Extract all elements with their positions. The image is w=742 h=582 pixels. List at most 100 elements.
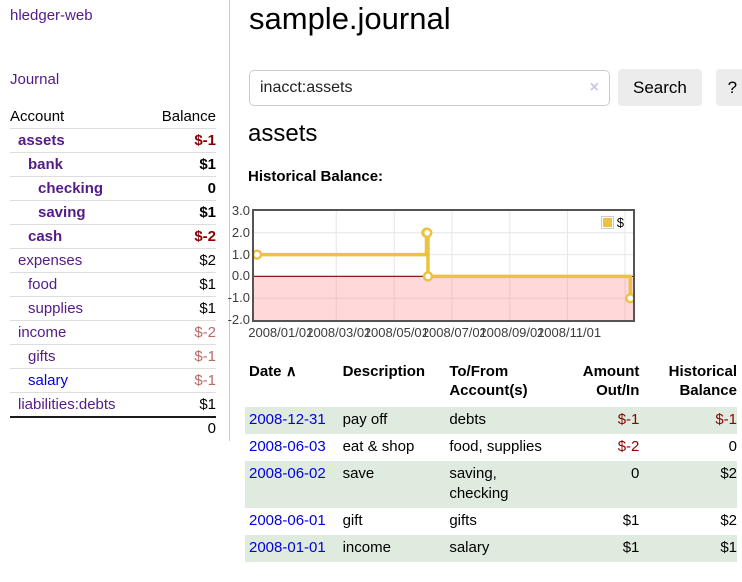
transaction-date-link[interactable]: 2008-01-01 bbox=[249, 539, 326, 556]
transaction-balance: $-1 bbox=[715, 411, 737, 428]
account-balance: $-1 bbox=[194, 132, 216, 149]
account-balance: $2 bbox=[199, 252, 216, 269]
register-table: Date ∧ Description To/From Account(s) Am… bbox=[245, 362, 737, 562]
transaction-date-link[interactable]: 2008-12-31 bbox=[249, 411, 326, 428]
sort-ascending-icon: ∧ bbox=[285, 363, 297, 380]
app-brand-link[interactable]: hledger-web bbox=[10, 7, 93, 24]
transaction-accounts: saving, checking bbox=[449, 465, 509, 502]
account-row: checking 0 bbox=[10, 176, 216, 200]
account-balance: 0 bbox=[207, 180, 216, 197]
account-link[interactable]: assets bbox=[18, 132, 65, 149]
account-row: income $-2 bbox=[10, 320, 216, 344]
account-link[interactable]: food bbox=[28, 276, 58, 293]
account-balance: $1 bbox=[199, 396, 216, 413]
y-tick-label: 0.0 bbox=[231, 268, 250, 284]
transaction-description: eat & shop bbox=[342, 438, 415, 455]
transaction-description: pay off bbox=[342, 411, 388, 428]
account-balance: $1 bbox=[199, 276, 216, 293]
transaction-row: 2008-12-31 pay off debts $-1 $-1 bbox=[245, 407, 737, 434]
x-tick-label: 2008/03/01 bbox=[306, 325, 372, 340]
legend-label: $ bbox=[616, 215, 624, 230]
data-point bbox=[625, 292, 633, 304]
account-balance: $1 bbox=[199, 156, 216, 173]
account-row: liabilities:debts $1 bbox=[10, 392, 216, 416]
account-link[interactable]: cash bbox=[28, 228, 63, 245]
account-row: supplies $1 bbox=[10, 296, 216, 320]
transaction-accounts: salary bbox=[449, 539, 490, 556]
account-balance: $1 bbox=[199, 300, 216, 317]
main-content: sample.journal × Search ? assets Histori… bbox=[228, 0, 742, 582]
account-heading: assets bbox=[248, 120, 318, 147]
transaction-balance: $2 bbox=[720, 512, 737, 529]
historical-balance-chart: $ 3.0 2.0 1.0 0.0 -1.0 -2.0 2008/01/01 2008/03/… bbox=[228, 202, 742, 354]
help-button[interactable]: ? bbox=[715, 69, 742, 106]
account-row: cash $-2 bbox=[10, 224, 216, 248]
account-balance: $-2 bbox=[194, 228, 216, 245]
transaction-amount: $1 bbox=[622, 539, 640, 556]
account-link[interactable]: supplies bbox=[28, 300, 84, 317]
transaction-date-link[interactable]: 2008-06-01 bbox=[249, 512, 326, 529]
transaction-accounts: gifts bbox=[449, 512, 477, 529]
account-row: assets $-1 bbox=[10, 128, 216, 152]
transaction-balance: 0 bbox=[728, 438, 737, 455]
account-row: gifts $-1 bbox=[10, 344, 216, 368]
account-balance: $-2 bbox=[194, 324, 216, 341]
transaction-description: income bbox=[342, 539, 391, 556]
transaction-balance: $1 bbox=[720, 539, 737, 556]
search-input[interactable] bbox=[249, 69, 610, 106]
total-row: 0 bbox=[10, 416, 216, 439]
transaction-accounts: food, supplies bbox=[449, 438, 542, 455]
account-column-header: Account bbox=[10, 107, 65, 125]
account-link[interactable]: expenses bbox=[18, 252, 83, 269]
transaction-description: save bbox=[342, 465, 375, 482]
search-bar: × Search ? bbox=[249, 69, 742, 106]
account-balance: $-1 bbox=[194, 348, 216, 365]
account-link[interactable]: checking bbox=[38, 180, 104, 197]
chart-plot-area: $ bbox=[252, 209, 635, 322]
account-balance: $-1 bbox=[194, 372, 216, 389]
transaction-date-link[interactable]: 2008-06-03 bbox=[249, 438, 326, 455]
search-button[interactable]: Search bbox=[618, 69, 702, 106]
transaction-row: 2008-06-01 gift gifts $1 $2 bbox=[245, 508, 737, 535]
clear-search-icon[interactable]: × bbox=[589, 78, 599, 96]
data-point bbox=[254, 249, 263, 260]
transaction-amount: $1 bbox=[622, 512, 640, 529]
account-link[interactable]: saving bbox=[38, 204, 86, 221]
transaction-date-link[interactable]: 2008-06-02 bbox=[249, 465, 326, 482]
transaction-row: 2008-06-02 save saving, checking 0 $2 bbox=[245, 461, 737, 508]
x-tick-label: 2008/05/01 bbox=[363, 325, 429, 340]
column-header-balance: Historical Balance bbox=[668, 363, 737, 399]
x-tick-label: 2008/11/01 bbox=[537, 325, 602, 340]
account-link[interactable]: liabilities:debts bbox=[18, 396, 116, 413]
transaction-amount: $-2 bbox=[617, 438, 640, 455]
y-tick-label: -2.0 bbox=[227, 312, 250, 327]
x-tick-label: 2008/07/01 bbox=[421, 325, 487, 340]
transaction-amount: $-1 bbox=[617, 411, 640, 428]
page-title: sample.journal bbox=[249, 1, 451, 36]
account-link[interactable]: bank bbox=[28, 156, 64, 173]
y-tick-label: 2.0 bbox=[231, 224, 250, 240]
account-balance: $1 bbox=[199, 204, 216, 221]
transaction-balance: $2 bbox=[720, 465, 737, 482]
chart-title: Historical Balance: bbox=[248, 168, 384, 185]
column-header-date[interactable]: Date ∧ bbox=[249, 363, 297, 380]
column-header-description: Description bbox=[342, 363, 426, 380]
y-tick-label: -1.0 bbox=[227, 290, 250, 306]
sidebar-item-journal[interactable]: Journal bbox=[10, 71, 60, 88]
account-row: saving $1 bbox=[10, 200, 216, 224]
legend-swatch-icon bbox=[600, 216, 614, 229]
y-tick-label: 3.0 bbox=[231, 203, 250, 218]
account-row: bank $1 bbox=[10, 152, 216, 176]
x-tick-label: 2008/01/01 bbox=[248, 325, 314, 340]
x-tick-label: 2008/09/01 bbox=[479, 325, 545, 340]
register-header-row: Date ∧ Description To/From Account(s) Am… bbox=[245, 362, 737, 407]
sidebar: hledger-web Journal Account Balance asse… bbox=[0, 0, 230, 441]
total-balance: 0 bbox=[207, 420, 216, 437]
data-point bbox=[422, 271, 434, 282]
column-header-amount: Amount Out/In bbox=[582, 363, 640, 399]
account-link[interactable]: gifts bbox=[28, 348, 56, 365]
transaction-row: 2008-01-01 income salary $1 $1 bbox=[245, 535, 737, 562]
account-link[interactable]: income bbox=[18, 324, 67, 341]
account-link[interactable]: salary bbox=[28, 372, 69, 389]
transaction-amount: 0 bbox=[631, 465, 640, 482]
